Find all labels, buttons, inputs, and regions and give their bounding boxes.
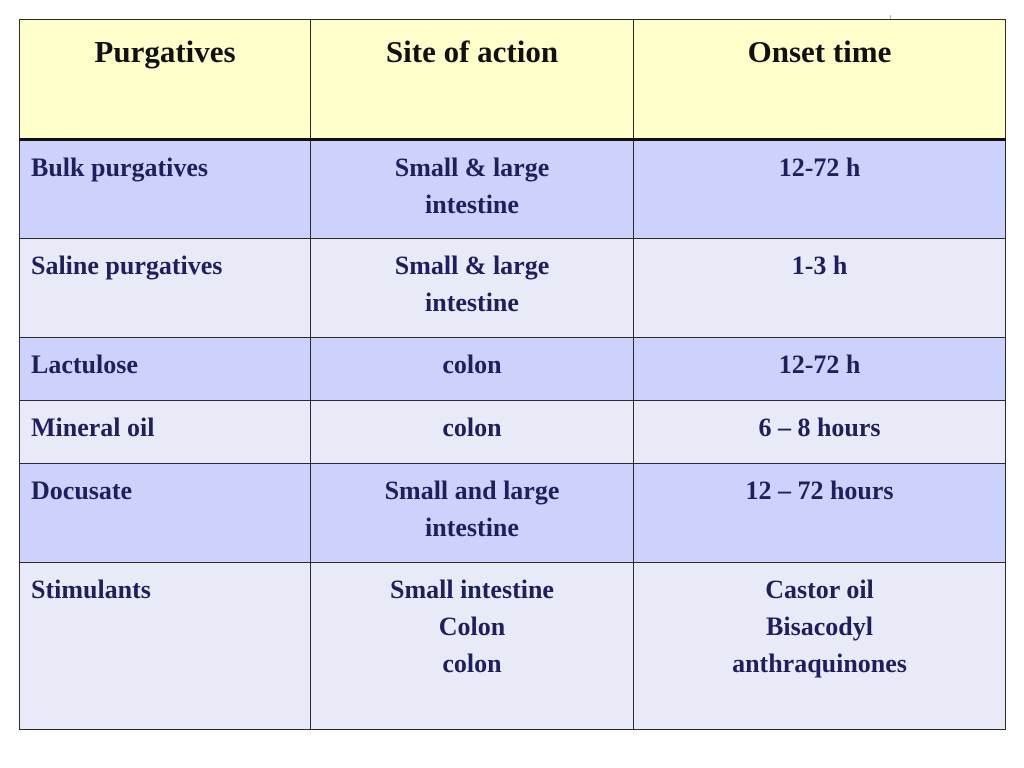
- site-of-action-cell: Small intestine Colon colon: [310, 562, 634, 730]
- header-purgatives: Purgatives: [19, 19, 311, 141]
- corner-decoration-icon: ●●●: [886, 12, 966, 24]
- purgative-name: Lactulose: [19, 337, 311, 401]
- onset-line: 1-3 h: [791, 251, 848, 280]
- site-line: Small and large: [384, 476, 560, 505]
- site-line: colon: [442, 649, 502, 678]
- table-header-row: Purgatives Site of action Onset time: [19, 19, 1006, 141]
- purgative-name: Saline purgatives: [19, 238, 311, 338]
- onset-time-cell: Castor oil Bisacodyl anthraquinones: [633, 562, 1006, 730]
- site-line: intestine: [425, 288, 519, 317]
- header-onset-time: Onset time: [633, 19, 1006, 141]
- site-line: Small & large: [394, 153, 550, 182]
- onset-time-cell: 1-3 h: [633, 238, 1006, 338]
- table-row: Bulk purgatives Small & large intestine …: [19, 139, 1006, 239]
- site-line: intestine: [425, 513, 519, 542]
- onset-time-cell: 6 – 8 hours: [633, 400, 1006, 464]
- onset-line: Castor oil: [765, 575, 874, 604]
- site-line: intestine: [425, 190, 519, 219]
- table-row: Lactulose colon 12-72 h: [19, 337, 1006, 401]
- site-of-action-cell: Small & large intestine: [310, 139, 634, 239]
- site-line: colon: [442, 413, 502, 442]
- purgatives-table: Purgatives Site of action Onset time Bul…: [19, 19, 1006, 730]
- purgative-name: Docusate: [19, 463, 311, 563]
- onset-line: anthraquinones: [732, 649, 907, 678]
- onset-time-cell: 12-72 h: [633, 139, 1006, 239]
- onset-line: 12-72 h: [778, 153, 861, 182]
- site-line: Colon: [438, 612, 506, 641]
- purgative-name: Mineral oil: [19, 400, 311, 464]
- table-row: Docusate Small and large intestine 12 – …: [19, 463, 1006, 563]
- onset-line: 6 – 8 hours: [758, 413, 881, 442]
- site-line: colon: [442, 350, 502, 379]
- site-of-action-cell: Small & large intestine: [310, 238, 634, 338]
- table-row: Stimulants Small intestine Colon colon C…: [19, 562, 1006, 730]
- onset-line: 12-72 h: [778, 350, 861, 379]
- purgative-name: Stimulants: [19, 562, 311, 730]
- site-of-action-cell: Small and large intestine: [310, 463, 634, 563]
- onset-line: Bisacodyl: [766, 612, 873, 641]
- site-line: Small & large: [394, 251, 550, 280]
- site-of-action-cell: colon: [310, 400, 634, 464]
- table-row: Saline purgatives Small & large intestin…: [19, 238, 1006, 338]
- site-line: Small intestine: [390, 575, 554, 604]
- purgative-name: Bulk purgatives: [19, 139, 311, 239]
- onset-time-cell: 12 – 72 hours: [633, 463, 1006, 563]
- table-row: Mineral oil colon 6 – 8 hours: [19, 400, 1006, 464]
- onset-line: 12 – 72 hours: [745, 476, 894, 505]
- site-of-action-cell: colon: [310, 337, 634, 401]
- onset-time-cell: 12-72 h: [633, 337, 1006, 401]
- header-site-of-action: Site of action: [310, 19, 634, 141]
